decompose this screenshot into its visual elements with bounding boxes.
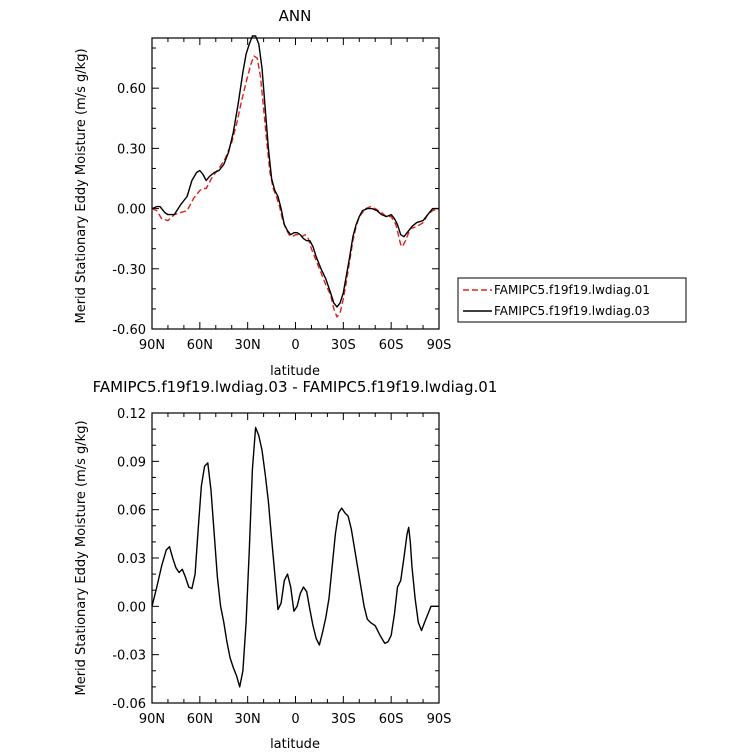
bottom-x-tick-label: 30N bbox=[235, 712, 261, 727]
bottom-x-tick-label: 60S bbox=[379, 712, 404, 727]
bottom-panel: FAMIPC5.f19f19.lwdiag.03 - FAMIPC5.f19f1… bbox=[74, 378, 497, 752]
bottom-chart-title: FAMIPC5.f19f19.lwdiag.03 - FAMIPC5.f19f1… bbox=[93, 378, 498, 396]
top-series-line-1 bbox=[151, 55, 440, 318]
top-legend: FAMIPC5.f19f19.lwdiag.01 FAMIPC5.f19f19.… bbox=[457, 277, 687, 323]
bottom-series-group bbox=[151, 426, 439, 688]
top-chart-title: ANN bbox=[279, 7, 312, 25]
bottom-y-tick-label: 0.09 bbox=[117, 455, 146, 470]
bottom-axes: 90N 60N 30N 0 30S 60S 90S 0.12 0.09 0.06 0.03 0.00 -… bbox=[112, 407, 451, 727]
bottom-y-tick-label: 0.12 bbox=[117, 407, 146, 422]
bottom-x-tick-label: 60N bbox=[187, 712, 213, 727]
bottom-y-tick-label: 0.00 bbox=[117, 600, 146, 615]
top-y-tick-label: -0.30 bbox=[112, 263, 146, 278]
top-x-tick-label: 60N bbox=[187, 338, 213, 353]
legend-box bbox=[457, 277, 687, 323]
bottom-x-tick-label: 90S bbox=[427, 712, 452, 727]
top-series-line-2 bbox=[151, 35, 439, 308]
top-y-tick-label: 0.60 bbox=[117, 82, 146, 97]
top-x-tick-label: 30N bbox=[235, 338, 261, 353]
top-y-axis-label: Merid Stationary Eddy Moisture (m/s g/kg… bbox=[74, 48, 89, 323]
top-x-axis-label: latitude bbox=[270, 364, 320, 379]
bottom-y-tick-label: -0.06 bbox=[112, 697, 146, 712]
top-y-tick-label: -0.60 bbox=[112, 323, 146, 338]
legend-label-series-1: FAMIPC5.f19f19.lwdiag.01 bbox=[494, 283, 650, 297]
bottom-y-tick-label: 0.06 bbox=[117, 504, 146, 519]
bottom-y-axis-label: Merid Stationary Eddy Moisture (m/s g/kg… bbox=[74, 420, 89, 695]
bottom-plot-frame bbox=[151, 412, 440, 704]
bottom-x-tick-label: 90N bbox=[139, 712, 165, 727]
bottom-x-tick-label: 30S bbox=[331, 712, 356, 727]
top-plot-frame bbox=[151, 37, 440, 330]
bottom-y-tick-label: -0.03 bbox=[112, 649, 146, 664]
top-panel: ANN 90N 60N 30N 0 30S 60S 90S 0.60 0.30 0.00 -0.30… bbox=[74, 7, 687, 379]
top-x-tick-label: 90S bbox=[427, 338, 452, 353]
legend-label-series-2: FAMIPC5.f19f19.lwdiag.03 bbox=[494, 304, 650, 318]
top-x-tick-label: 90N bbox=[139, 338, 165, 353]
top-y-tick-label: 0.30 bbox=[117, 142, 146, 157]
top-series-group bbox=[151, 35, 440, 318]
bottom-x-axis-label: latitude bbox=[270, 737, 320, 752]
top-x-tick-label: 0 bbox=[291, 338, 299, 353]
top-y-tick-label: 0.00 bbox=[117, 203, 146, 218]
top-axes: 90N 60N 30N 0 30S 60S 90S 0.60 0.30 0.00 -0.30 -0.6… bbox=[112, 37, 452, 353]
top-x-tick-label: 30S bbox=[331, 338, 356, 353]
bottom-series-line-1 bbox=[151, 426, 439, 688]
bottom-x-tick-label: 0 bbox=[291, 712, 299, 727]
top-x-tick-label: 60S bbox=[379, 338, 404, 353]
bottom-y-tick-label: 0.03 bbox=[117, 552, 146, 567]
